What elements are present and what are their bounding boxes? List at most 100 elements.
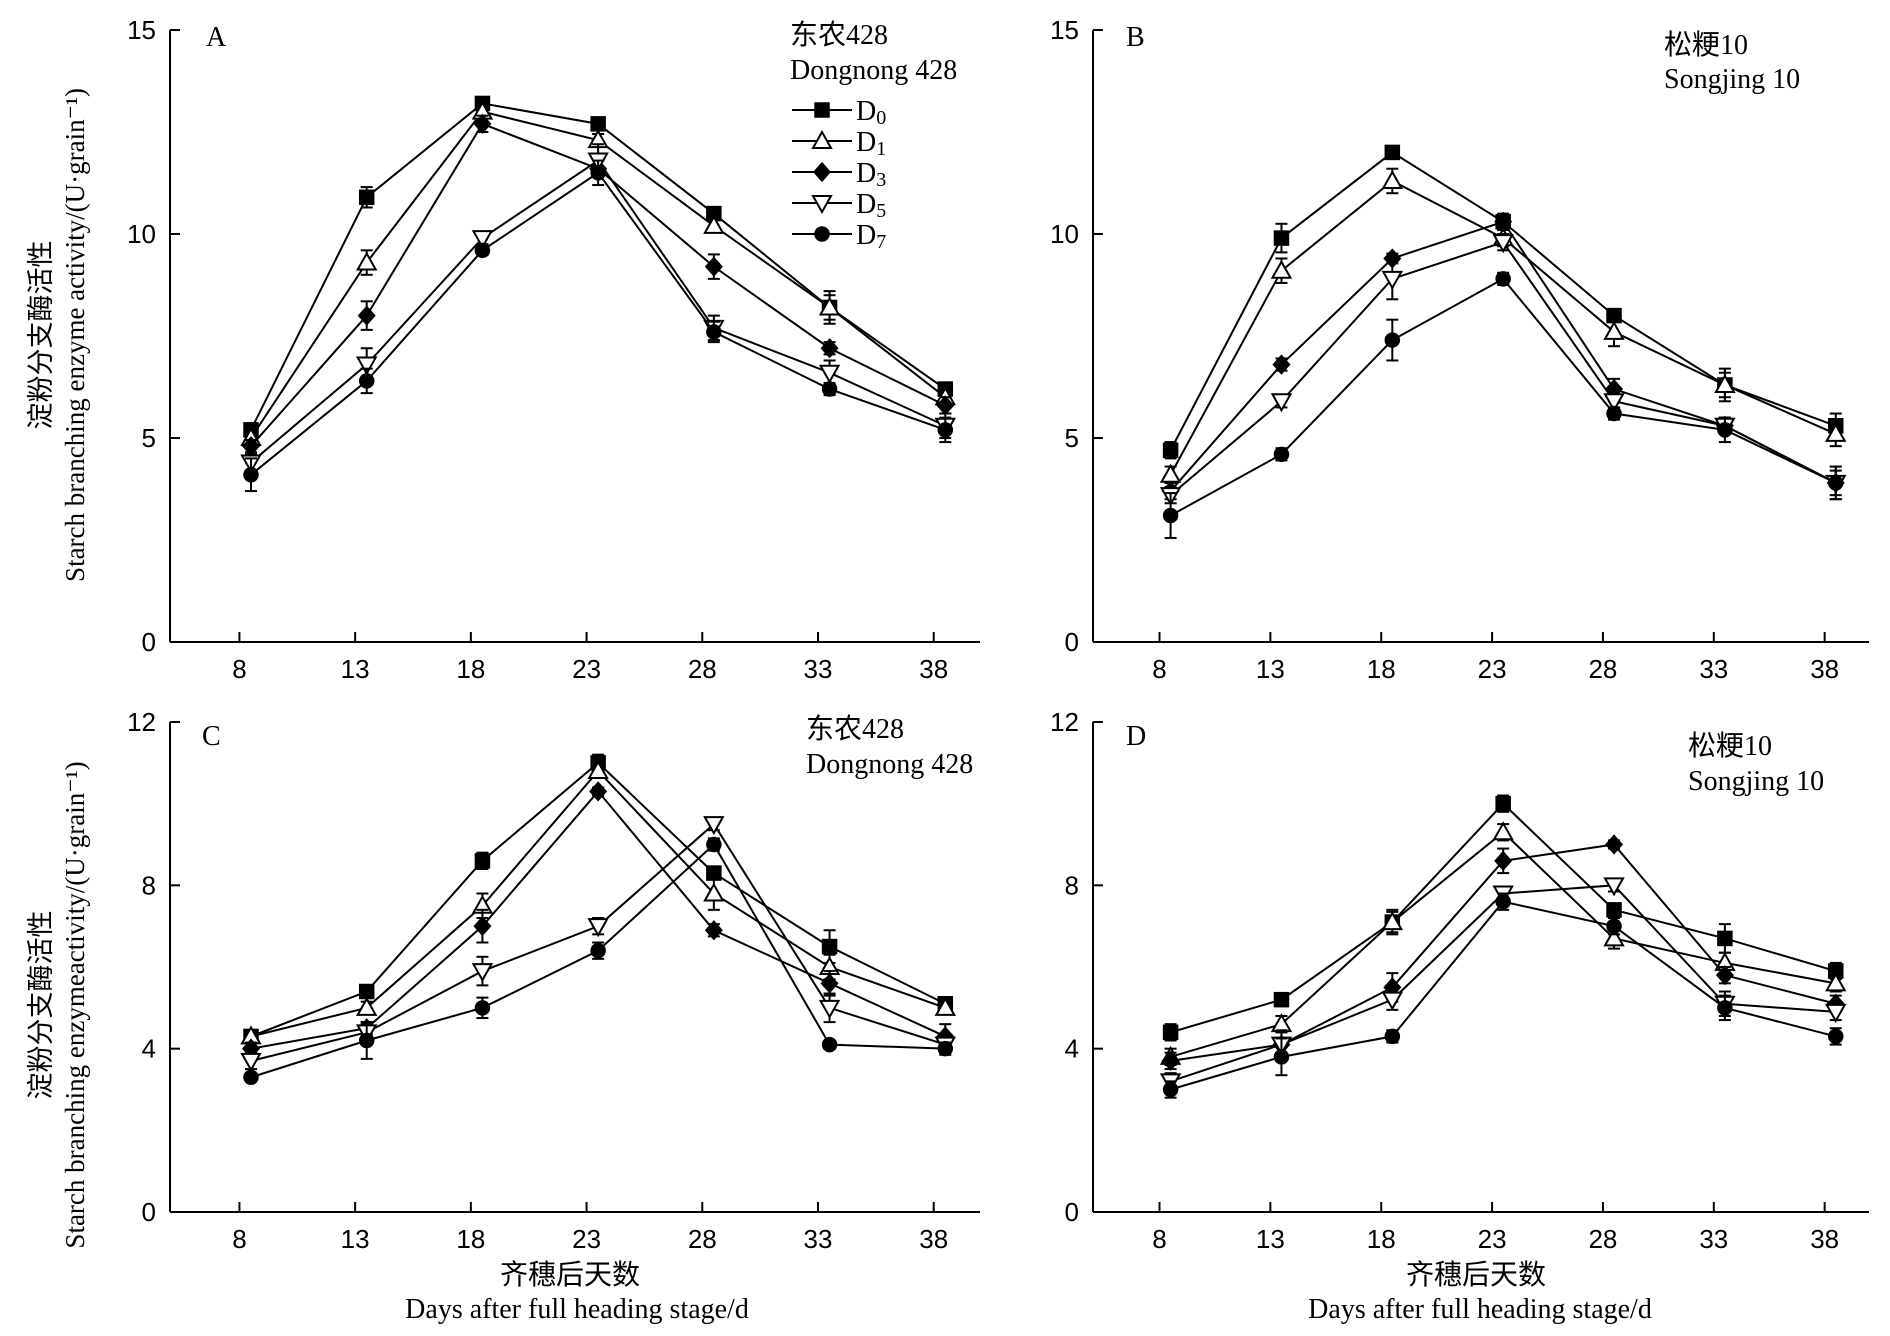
y-tick-label-d: 0 xyxy=(1065,1197,1079,1227)
x-tick-label-d: 13 xyxy=(1256,1224,1285,1254)
x-tick-label-d: 23 xyxy=(1478,1224,1507,1254)
data-point-d3 xyxy=(1494,211,1513,232)
data-point-d1 xyxy=(1603,320,1625,340)
data-point-d5 xyxy=(1492,234,1514,254)
data-point-d7 xyxy=(358,373,375,389)
chart-panel-d: 0 4 8 12 8 13 18 23 28 33 38 xyxy=(1050,707,1869,1254)
chart-panel-c: 0 4 8 12 8 13 18 23 28 33 38 xyxy=(127,707,980,1254)
variety-c-en: Dongnong 428 xyxy=(806,749,973,780)
variety-label-a: 东农428 Dongnong 428 xyxy=(790,19,957,86)
series-d7-b xyxy=(1162,271,1844,539)
panel-letter-c: C xyxy=(202,721,221,752)
y-tick-label-d: 8 xyxy=(1065,870,1079,900)
data-point-d0 xyxy=(358,983,375,1000)
xlabel-right-cn: 齐穗后天数 xyxy=(1406,1259,1546,1291)
legend-marker xyxy=(811,195,833,215)
data-point-d5 xyxy=(587,918,609,938)
data-point-d7 xyxy=(1384,1028,1401,1045)
legend-label: D3 xyxy=(856,158,886,191)
data-point-d0 xyxy=(1273,230,1290,246)
x-tick-label-a: 8 xyxy=(232,654,246,684)
y-tick-label-c: 4 xyxy=(142,1034,156,1064)
data-point-d0 xyxy=(1495,795,1511,812)
data-point-d7 xyxy=(474,242,491,259)
series-line-d0-c xyxy=(250,761,946,1038)
chart-panel-b: 0 5 10 15 8 13 18 23 28 33 38 xyxy=(1050,15,1869,684)
data-point-d0 xyxy=(358,189,375,206)
legend-marker xyxy=(814,102,830,118)
series-line-d5-a xyxy=(250,159,946,464)
data-point-d7 xyxy=(1273,1049,1290,1065)
data-point-d3 xyxy=(1272,354,1291,375)
y-tick-label-c: 0 xyxy=(142,1197,156,1227)
data-point-d1 xyxy=(1270,259,1293,279)
data-point-d7 xyxy=(1717,1000,1733,1016)
data-point-d0 xyxy=(1162,1024,1179,1041)
legend-label: D5 xyxy=(856,189,886,222)
panel-letter-b: B xyxy=(1126,22,1145,53)
data-point-d1 xyxy=(1492,821,1514,841)
data-point-d1 xyxy=(1381,911,1404,931)
data-point-d1 xyxy=(934,996,956,1016)
data-point-d1 xyxy=(703,214,725,234)
legend-marker xyxy=(812,161,832,183)
data-point-d1 xyxy=(818,296,841,316)
data-point-d1 xyxy=(1825,972,1847,992)
y-tick-label-b: 0 xyxy=(1065,627,1079,657)
variety-b-en: Songjing 10 xyxy=(1664,64,1800,95)
legend-marker xyxy=(811,129,833,149)
data-point-d7 xyxy=(1495,893,1511,910)
data-point-d0 xyxy=(1273,991,1290,1008)
x-tick-label-d: 33 xyxy=(1699,1224,1728,1254)
ylabel-bottom-cn: 淀粉分支酶活性 xyxy=(26,911,56,1100)
data-point-d3 xyxy=(1494,850,1513,871)
data-point-d7 xyxy=(590,165,606,181)
x-tick-label-c: 8 xyxy=(232,1224,246,1254)
data-point-d5 xyxy=(1270,393,1293,413)
x-tick-label-b: 13 xyxy=(1256,654,1285,684)
series-line-d3-b xyxy=(1169,220,1837,492)
data-point-d3 xyxy=(589,781,608,802)
panel-letter-d: D xyxy=(1126,721,1146,752)
data-point-d3 xyxy=(704,920,723,941)
variety-label-d: 松粳10 Songjing 10 xyxy=(1688,730,1824,797)
variety-c-cn: 东农428 xyxy=(806,713,904,745)
data-point-d3 xyxy=(820,338,839,359)
y-tick-label-b: 5 xyxy=(1065,423,1079,453)
series-line-d7-b xyxy=(1170,277,1837,517)
data-point-d7 xyxy=(1273,446,1290,463)
variety-d-cn: 松粳10 xyxy=(1688,730,1772,762)
x-tick-label-b: 33 xyxy=(1699,654,1728,684)
data-point-d5 xyxy=(1603,877,1625,897)
x-tick-label-d: 8 xyxy=(1152,1224,1166,1254)
ylabel-top: 淀粉分支酶活性 Starch branching enzyme activity… xyxy=(26,88,90,582)
xlabel-left: 齐穗后天数 Days after full heading stage/d xyxy=(405,1259,749,1325)
data-point-d7 xyxy=(821,381,838,397)
legend-label: D7 xyxy=(856,220,886,253)
x-tick-label-b: 18 xyxy=(1367,654,1396,684)
x-tick-label-a: 28 xyxy=(688,654,717,684)
x-tick-label-c: 13 xyxy=(341,1224,370,1254)
ylabel-top-en: Starch branching enzyme activity/(U·grai… xyxy=(60,88,90,582)
x-tick-label-c: 33 xyxy=(804,1224,833,1254)
x-tick-label-d: 18 xyxy=(1367,1224,1396,1254)
x-tick-label-c: 18 xyxy=(456,1224,485,1254)
x-tick-label-d: 38 xyxy=(1810,1224,1839,1254)
x-tick-label-b: 23 xyxy=(1478,654,1507,684)
data-point-d5 xyxy=(240,1052,262,1072)
data-point-d1 xyxy=(356,996,378,1016)
data-point-d1 xyxy=(1381,169,1404,189)
data-point-d1 xyxy=(587,759,609,779)
panels: 0 5 10 15 8 13 18 23 28 33 38 0 5 10 15 8 13 18 23 28 33 38 0 4… xyxy=(127,15,1869,1254)
series-d3-d xyxy=(1161,834,1845,1072)
data-point-d7 xyxy=(937,1040,954,1057)
data-point-d7 xyxy=(1162,507,1179,524)
data-point-d7 xyxy=(1162,1081,1179,1098)
data-point-d7 xyxy=(706,324,722,340)
data-point-d7 xyxy=(1495,271,1511,287)
data-point-d0 xyxy=(1162,442,1179,458)
legend-marker xyxy=(814,226,830,242)
xlabel-left-en: Days after full heading stage/d xyxy=(405,1294,749,1325)
